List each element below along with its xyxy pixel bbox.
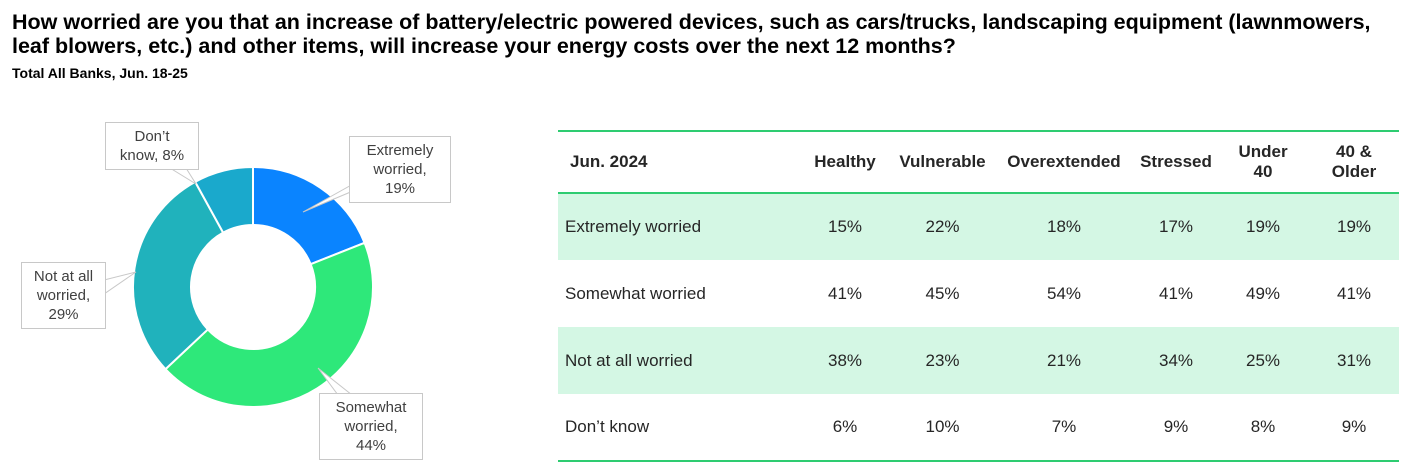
- table-cell: 54%: [1046, 283, 1082, 303]
- callout-line: know, 8%: [119, 147, 185, 164]
- callout-line: Not at all: [33, 268, 94, 285]
- callout-line: Somewhat: [335, 399, 407, 416]
- table-cell: 15%: [827, 217, 863, 236]
- slice-somewhat-worried: [164, 241, 374, 408]
- chart-subtitle: Total All Banks, Jun. 18-25: [12, 65, 188, 81]
- callout-line: worried,: [373, 161, 427, 178]
- table-cell: 45%: [925, 283, 960, 303]
- table-row: Not at all worried 38% 23% 21% 34% 25% 31%: [558, 327, 1399, 394]
- callout-line: worried,: [344, 418, 398, 435]
- column-header: Healthy: [814, 152, 876, 171]
- callout-line: 44%: [355, 437, 387, 454]
- table-cell: 22%: [925, 217, 960, 236]
- table-cell: 19%: [1336, 217, 1372, 236]
- table-row: Don’t know 6% 10% 7% 9% 8% 9%: [558, 394, 1399, 461]
- table-cell: 31%: [1336, 350, 1372, 370]
- table-cell: 41%: [1336, 283, 1372, 303]
- table-cell: 49%: [1245, 283, 1281, 303]
- callout-line: 29%: [48, 306, 79, 323]
- row-label: Not at all worried: [565, 350, 693, 370]
- slice-dont-know: [193, 165, 254, 235]
- table-row: Somewhat worried 41% 45% 54% 41% 49% 41%: [558, 260, 1399, 327]
- table-cell: 6%: [832, 417, 858, 436]
- callout-pointer-dont-know: [168, 167, 197, 185]
- callout-extremely-worried: Extremely worried, 19%: [349, 136, 451, 203]
- table-row: Extremely worried 15% 22% 18% 17% 19% 19%: [558, 193, 1399, 260]
- callout-line: Extremely: [366, 142, 434, 159]
- column-header: Jun. 2024: [570, 152, 648, 171]
- row-label: Extremely worried: [565, 217, 702, 236]
- table-cell: 10%: [925, 417, 960, 436]
- table-cell: 7%: [1051, 417, 1077, 436]
- table-header-row: Jun. 2024 Healthy Vulnerable Overextended St…: [558, 131, 1399, 193]
- callout-not-at-all-worried: Not at all worried, 29%: [21, 262, 106, 329]
- chart-title: How worried are you that an increase of …: [12, 10, 1371, 58]
- table-cell: 25%: [1245, 350, 1281, 370]
- slice-not-at-all-worried: [132, 180, 225, 371]
- row-label: Don’t know: [565, 417, 650, 436]
- table-cell: 34%: [1158, 350, 1194, 370]
- row-label: Somewhat worried: [565, 283, 706, 303]
- table-cell: 23%: [925, 350, 960, 370]
- callout-dont-know: Don’t know, 8%: [105, 122, 199, 170]
- table-cell: 18%: [1046, 217, 1082, 236]
- column-header: Overextended: [1007, 152, 1121, 171]
- callout-pointer-not-at-all: [103, 271, 137, 295]
- donut-chart: [103, 165, 374, 408]
- table-cell: 21%: [1046, 350, 1082, 370]
- callout-line: Don’t: [134, 128, 170, 145]
- column-header: 40 & Older: [1331, 142, 1377, 181]
- table-cell: 41%: [827, 283, 863, 303]
- table-cell: 41%: [1158, 283, 1194, 303]
- table-cell: 9%: [1163, 417, 1189, 436]
- data-table: Jun. 2024 Healthy Vulnerable Overextended St…: [558, 130, 1399, 462]
- table-cell: 38%: [827, 350, 863, 370]
- column-header: Stressed: [1140, 152, 1212, 171]
- callout-line: worried,: [36, 287, 91, 304]
- table-cell: 8%: [1250, 417, 1276, 436]
- table-cell: 17%: [1158, 217, 1194, 236]
- callout-line: 19%: [384, 180, 416, 197]
- table-cell: 19%: [1245, 217, 1281, 236]
- table-cell: 9%: [1341, 417, 1367, 436]
- column-header: Vulnerable: [899, 152, 986, 171]
- callout-somewhat-worried: Somewhat worried, 44%: [319, 393, 423, 460]
- column-header: Under 40: [1238, 142, 1288, 181]
